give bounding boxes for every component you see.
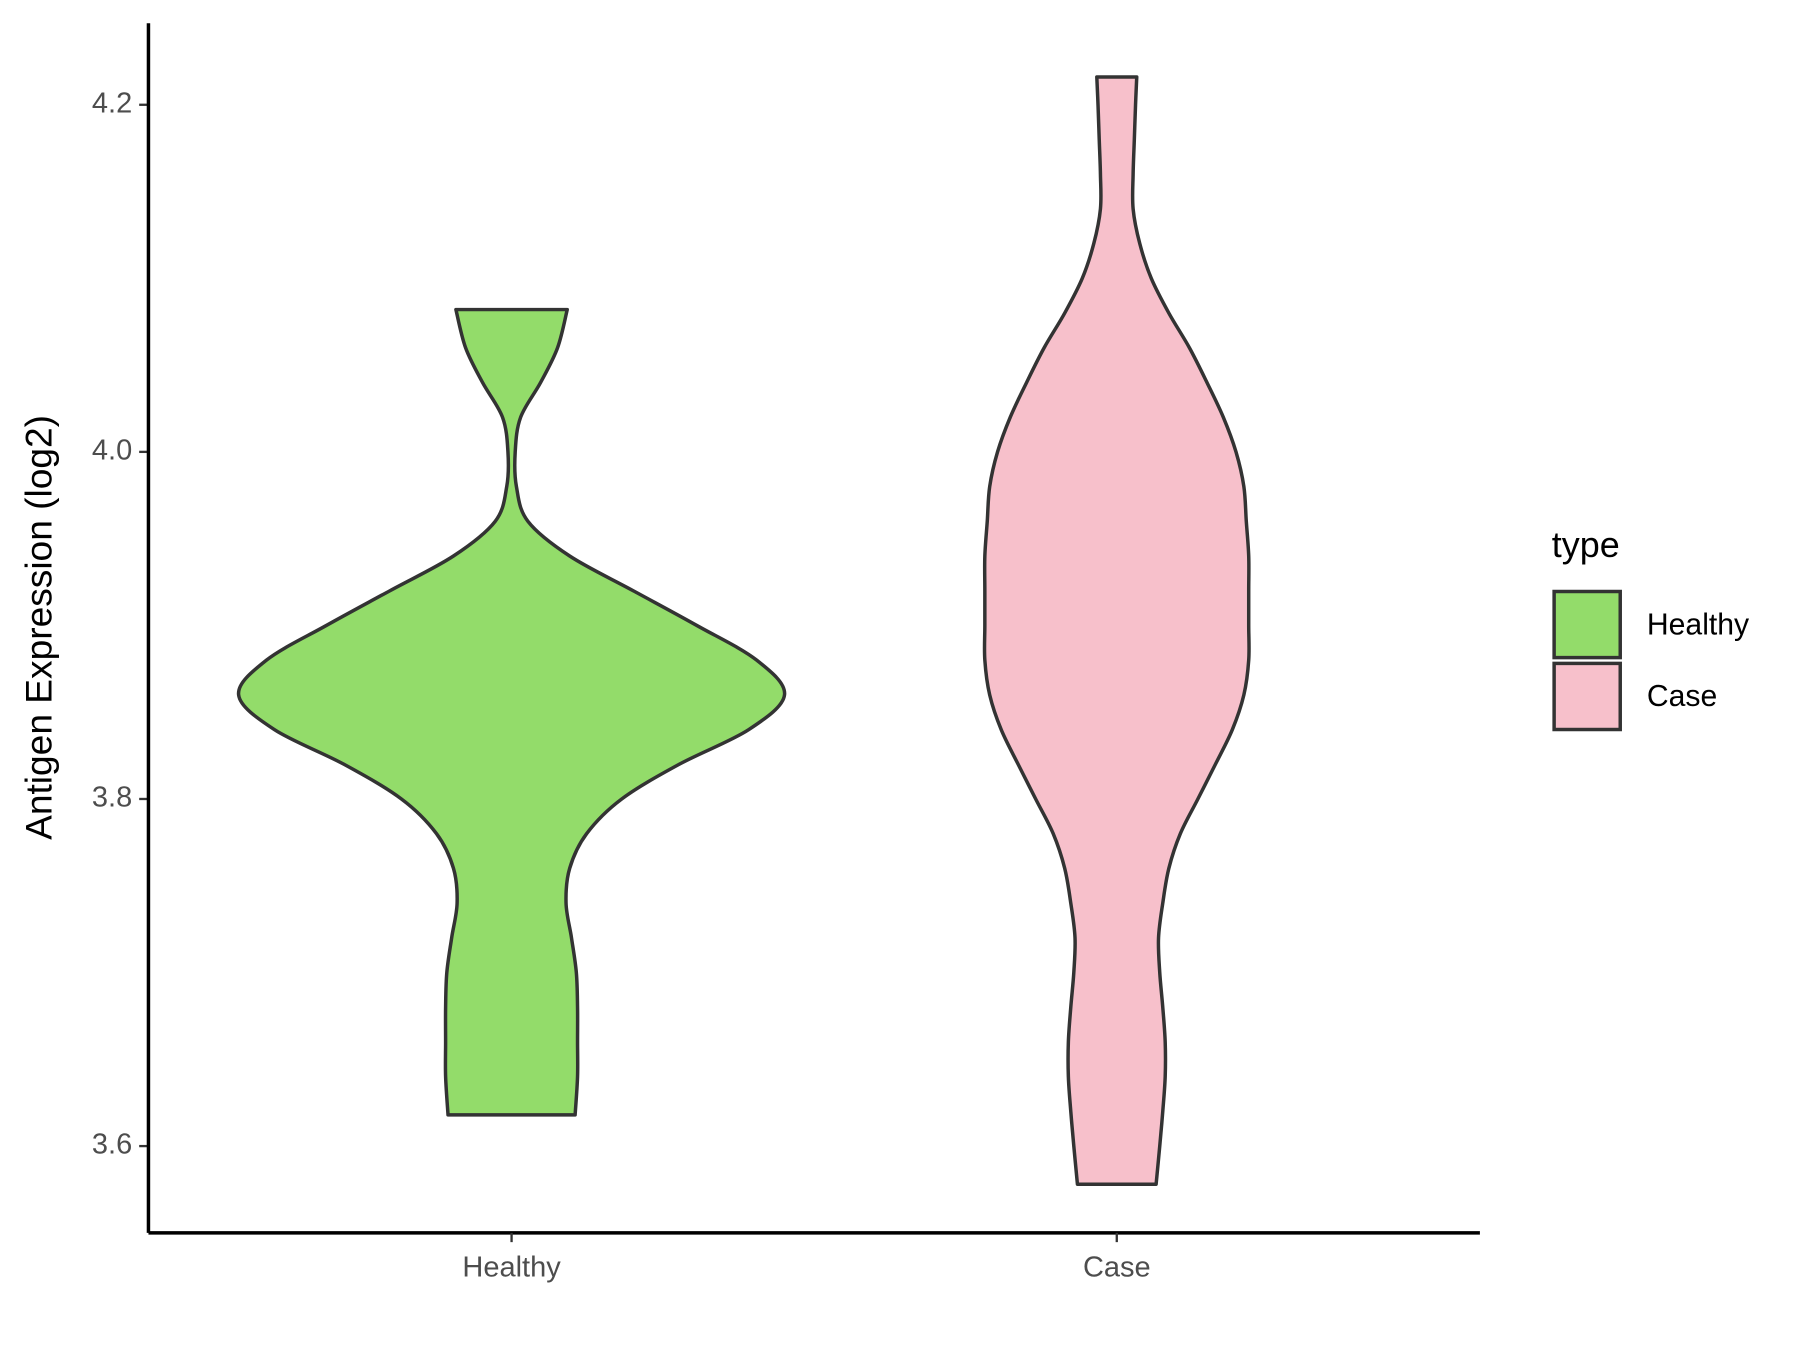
y-tick-label: 3.6 bbox=[92, 1129, 132, 1161]
legend-title: type bbox=[1552, 524, 1620, 565]
y-axis-title: Antigen Expression (log2) bbox=[18, 415, 60, 840]
y-tick-label: 3.8 bbox=[92, 782, 132, 814]
legend-key bbox=[1552, 589, 1622, 660]
x-tick-label: Case bbox=[1083, 1251, 1151, 1283]
violin bbox=[982, 75, 1251, 1187]
legend-key bbox=[1552, 661, 1622, 732]
y-tick-label: 4.0 bbox=[92, 435, 132, 467]
violin bbox=[236, 307, 787, 1117]
legend-label: Healthy bbox=[1647, 608, 1750, 641]
y-tick-label: 4.2 bbox=[92, 87, 132, 119]
x-tick-label: Healthy bbox=[462, 1251, 561, 1283]
legend-label: Case bbox=[1647, 680, 1717, 713]
